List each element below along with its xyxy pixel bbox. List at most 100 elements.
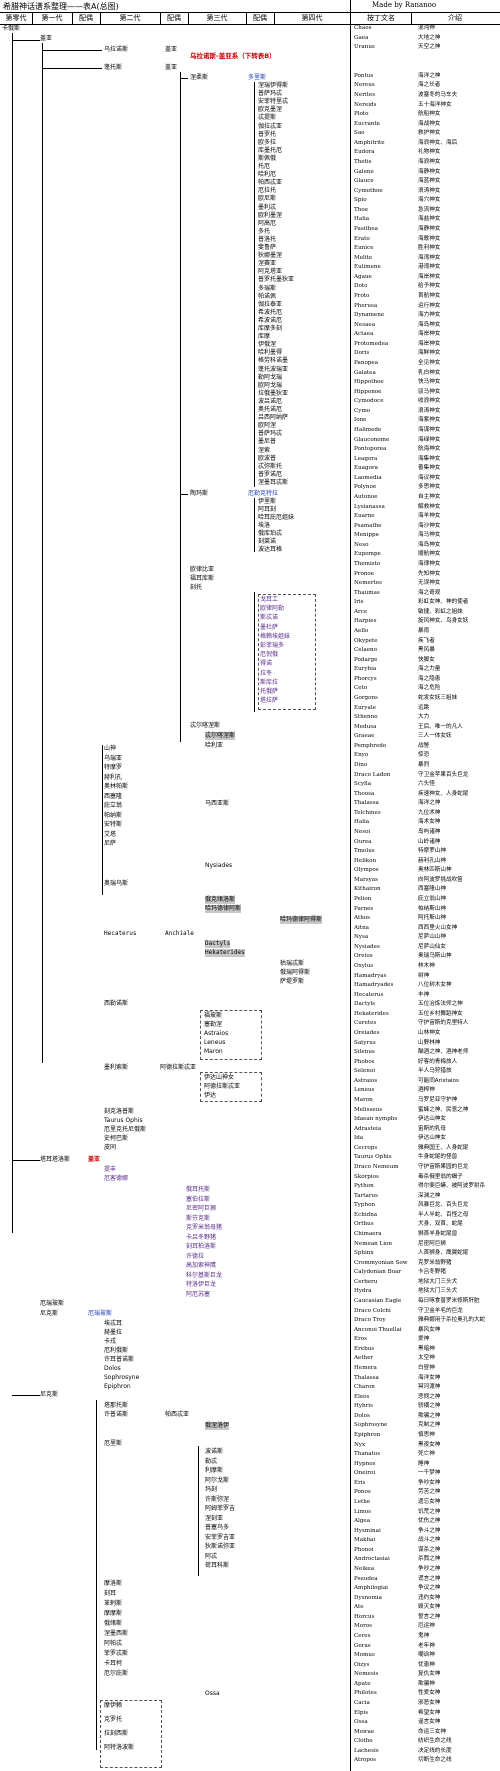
description-cell: 自主神女 bbox=[418, 494, 441, 500]
description-cell: 顺航神女 bbox=[418, 551, 441, 558]
header-gen1: 第一代 bbox=[32, 13, 73, 24]
description-cell: 一千梦神 bbox=[418, 1470, 441, 1477]
description-cell: 酗酒之神、酒神老师 bbox=[418, 1049, 469, 1056]
description-cell: 深渊之神 bbox=[418, 1192, 441, 1199]
latin-name-cell: Cerberu bbox=[354, 1278, 378, 1285]
phorcys-child: 塔拉萨 bbox=[260, 697, 279, 705]
description-cell: 蛇发女妖三姐妹 bbox=[418, 695, 458, 701]
typhon-child: 许德拉 bbox=[186, 1252, 205, 1260]
description-cell: 海歌神女 bbox=[418, 235, 441, 242]
nyx-child: 卡戎 bbox=[104, 1338, 117, 1345]
thaumas-child: 伊里斯 bbox=[258, 498, 277, 505]
description-cell: 风暴巨龙、百头巨龙 bbox=[418, 1202, 469, 1209]
description-cell: 海之危险 bbox=[418, 685, 441, 692]
description-cell: 疾飞者 bbox=[418, 637, 435, 644]
nereid-item: 多托 bbox=[258, 227, 271, 235]
description-cell: 礼物神女 bbox=[418, 149, 441, 156]
latin-name-cell: Podarge bbox=[354, 656, 378, 663]
nereid-item: 涅索 bbox=[258, 446, 271, 454]
nereid-item: 普萨玛忒 bbox=[258, 90, 283, 98]
thaumas-child: 阿耳刻 bbox=[258, 506, 277, 513]
latin-name-cell: Phonoi bbox=[354, 1546, 374, 1553]
latin-name-cell: Thanatos bbox=[354, 1451, 381, 1458]
latin-name-cell: Pontus bbox=[354, 72, 374, 79]
node-gaia: 盖亚 bbox=[40, 35, 53, 42]
latin-name-cell: Olympos bbox=[354, 867, 379, 874]
description-cell: 急流神女 bbox=[418, 206, 441, 213]
latin-name-cell: Okypete bbox=[354, 637, 378, 644]
thaumas-child: 埃洛 bbox=[258, 522, 271, 529]
column-divider bbox=[350, 0, 351, 1771]
description-cell: 航船神女 bbox=[418, 111, 441, 118]
nyx-child: 埃忒耳 bbox=[104, 1320, 123, 1327]
description-cell: 海集神女 bbox=[418, 455, 441, 462]
nereid-item: 伽拉泰亚 bbox=[258, 300, 283, 308]
typhon-child: 刻耳柏洛斯 bbox=[186, 1243, 217, 1250]
nereid-item: 欧尼斯 bbox=[258, 195, 277, 203]
nereid-item: 格劳科诺墨 bbox=[258, 357, 289, 365]
latin-name-cell: Cymothoe bbox=[354, 187, 383, 194]
description-cell: 西西里火山女神 bbox=[418, 924, 458, 931]
latin-name-cell: Cacia bbox=[354, 1700, 370, 1706]
description-cell: 山野林神 bbox=[418, 1039, 441, 1046]
latin-name-cell: Maron bbox=[354, 1097, 373, 1103]
thaumas-child: 哈耳庇厄姐妹 bbox=[258, 514, 295, 521]
thaumas-child: 刻莱诺 bbox=[258, 538, 277, 545]
thaumas-child: 俄库珀忒 bbox=[258, 530, 283, 537]
latin-name-cell: Oneiroi bbox=[354, 1470, 376, 1477]
melissus-child: 阿德拉斯忒亚 bbox=[204, 1083, 241, 1090]
description-cell: 三人一体女妖 bbox=[418, 733, 452, 740]
description-cell: 地狱大门三头犬 bbox=[418, 1288, 458, 1295]
header-gen4: 第四代 bbox=[274, 13, 351, 24]
nereid-item: 斯佩俄 bbox=[258, 154, 277, 162]
nereid-item: 奥托诺厄 bbox=[258, 406, 283, 413]
tree-line bbox=[12, 33, 13, 1233]
description-cell: 蜜蜂之神、民意之神 bbox=[418, 1106, 469, 1113]
latin-name-cell: Limos bbox=[354, 1508, 372, 1515]
description-cell: 航海神女 bbox=[418, 446, 441, 453]
latin-name-cell: Hamadryas bbox=[354, 972, 387, 979]
latin-name-cell: Algea bbox=[354, 1518, 371, 1525]
latin-name-cell: Thalassa bbox=[354, 800, 379, 807]
eris-child: 狄斯诺弥亚 bbox=[205, 1543, 236, 1550]
latin-name-cell: Ione bbox=[354, 417, 367, 424]
description-cell: 雅典娜用于杀拉奥孔的大蛇 bbox=[418, 1317, 486, 1324]
latin-name-cell: Cymodoce bbox=[354, 398, 384, 405]
phorcys-child: 厄倪俄 bbox=[260, 651, 279, 659]
cecrops-item: 皮同 bbox=[104, 1144, 117, 1151]
nereid-item: 多瑞斯 bbox=[258, 284, 277, 292]
description-cell: 忧伤之神 bbox=[418, 1518, 441, 1525]
latin-name-cell: Ossa bbox=[354, 1719, 368, 1726]
cecrops-item: Taurus Ophis bbox=[104, 1117, 143, 1124]
cecrops-item: 史柯巴斯 bbox=[104, 1135, 129, 1142]
latin-name-cell: Galatea bbox=[354, 369, 376, 376]
moros-item: 刻耳 bbox=[104, 1590, 117, 1597]
nereid-item: 忒弥斯托 bbox=[258, 462, 283, 470]
latin-name-cell: Dysnomia bbox=[354, 1594, 382, 1601]
latin-name-cell: Thoosa bbox=[354, 790, 375, 797]
description-cell: 惊恐 bbox=[418, 752, 430, 759]
latin-name-cell: Scylla bbox=[354, 781, 372, 788]
latin-name-cell: Thaumas bbox=[354, 589, 380, 596]
latin-name-cell: Nemertes bbox=[354, 580, 382, 587]
latin-name-cell: Sthenno bbox=[354, 714, 378, 721]
description-cell: 人首狮身、鹰翼蛇尾 bbox=[418, 1250, 469, 1257]
latin-name-cell: Autonoe bbox=[354, 494, 378, 500]
latin-name-cell: Proto bbox=[354, 293, 370, 299]
node-silenus: 西勒诺斯 bbox=[104, 1000, 129, 1007]
column-header-row: 第零代 第一代 配偶 第二代 配偶 第三代 配偶 第四代 按丁文名 介绍 bbox=[0, 12, 500, 25]
node-nyx-2: 尼克斯 bbox=[40, 1391, 59, 1398]
description-cell: 得尔斐巨蟒、被阿波罗射杀 bbox=[418, 1183, 486, 1190]
latin-name-cell: Eunice bbox=[354, 245, 374, 252]
description-cell: 山林神女 bbox=[418, 1030, 441, 1036]
description-cell: 奥林匹斯山神 bbox=[418, 867, 452, 874]
description-cell: 马罗尼亚守护神 bbox=[418, 1097, 458, 1103]
latin-name-cell: Draco Colchi bbox=[354, 1307, 391, 1314]
latin-name-cell: Themisto bbox=[354, 561, 381, 567]
latin-name-cell: Chimaera bbox=[354, 1231, 382, 1237]
node-dactyls: Dactyls bbox=[205, 940, 231, 948]
link-to-table-b[interactable]: 乌拉诺斯-盖亚系（下转表B） bbox=[190, 52, 276, 60]
latin-name-cell: Hipponoe bbox=[354, 388, 382, 395]
nereid-item: 普罗托 bbox=[258, 130, 277, 138]
description-cell: 先知神女 bbox=[418, 570, 441, 577]
